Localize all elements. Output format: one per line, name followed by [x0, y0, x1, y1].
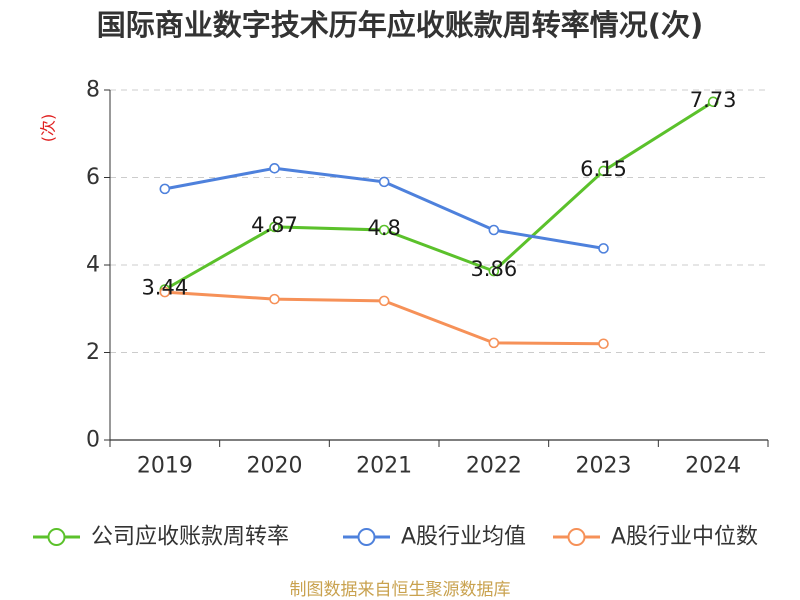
point-2-2023	[598, 338, 609, 350]
legend-marker-0	[47, 528, 66, 546]
legend-label-0: 公司应收账款周转率	[91, 525, 289, 550]
data-label-0-2021: 4.8	[367, 216, 400, 240]
point-0-2021	[378, 224, 390, 236]
point-1-2023	[598, 243, 609, 254]
x-tick-label-2019: 2019	[137, 454, 193, 479]
legend-item-1: A股行业均值	[343, 525, 526, 550]
y-tick-label-0: 0	[86, 428, 100, 453]
point-0-2020	[269, 221, 280, 233]
point-0-2023	[598, 165, 609, 177]
axes: 0 2 4 6 8 2019 2020 2021 2022 2023 2024 (次)	[39, 78, 769, 479]
y-tick-label-6: 6	[86, 165, 100, 190]
point-1-2021	[378, 176, 390, 188]
point-2-2022	[488, 337, 500, 349]
point-1-2019	[159, 183, 171, 195]
series-line-0	[163, 100, 715, 291]
point-2-2021	[378, 295, 390, 307]
x-tick-label-2023: 2023	[576, 454, 632, 479]
data-label-0-2022: 3.86	[470, 257, 517, 281]
chart-title: 国际商业数字技术历年应收账款周转率情况(次)	[96, 8, 704, 42]
data-labels: 3.44 4.87 4.8 3.86 6.15 7.73	[141, 88, 736, 300]
y-axis-label: (次)	[39, 114, 58, 143]
legend-item-0: 公司应收账款周转率	[33, 525, 289, 550]
legend-label-1: A股行业均值	[401, 525, 526, 550]
point-0-2022	[488, 265, 500, 277]
legend-marker-1	[357, 528, 376, 546]
series-lines	[163, 100, 715, 346]
legend-label-2: A股行业中位数	[611, 525, 758, 550]
x-tick-label-2021: 2021	[356, 454, 412, 479]
data-source-footer: 制图数据来自恒生聚源数据库	[289, 580, 511, 600]
y-tick-label-8: 8	[86, 78, 100, 103]
point-1-2020	[269, 163, 280, 174]
point-1-2022	[488, 224, 500, 236]
data-label-0-2020: 4.87	[251, 213, 298, 237]
legend-item-2: A股行业中位数	[553, 525, 758, 550]
y-tick-label-2: 2	[86, 340, 100, 365]
legend-marker-2	[567, 528, 586, 546]
y-tick-label-4: 4	[86, 253, 100, 278]
x-tick-label-2022: 2022	[466, 454, 522, 479]
x-tick-label-2024: 2024	[685, 454, 741, 479]
legend: 公司应收账款周转率 A股行业均值 A股行业中位数	[33, 525, 758, 550]
point-2-2020	[269, 293, 280, 305]
data-label-0-2023: 6.15	[580, 157, 627, 181]
point-0-2024	[707, 96, 719, 108]
x-tick-label-2020: 2020	[247, 454, 303, 479]
data-label-0-2024: 7.73	[690, 88, 737, 112]
point-2-2019	[159, 286, 171, 298]
data-label-0-2019: 3.44	[141, 276, 188, 300]
series-markers	[159, 96, 719, 350]
